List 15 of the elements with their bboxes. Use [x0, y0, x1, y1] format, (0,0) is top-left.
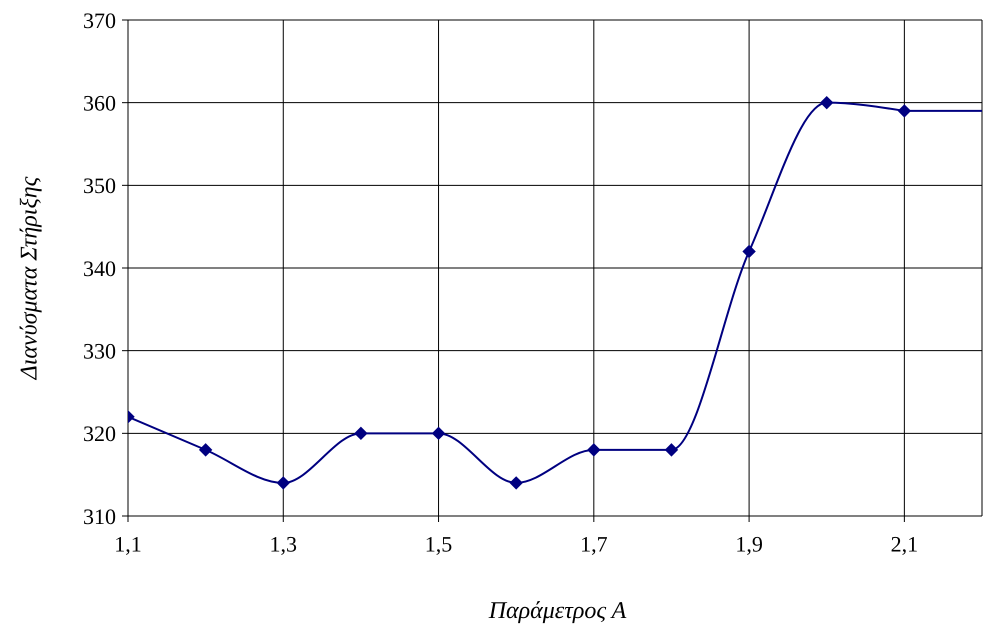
- x-tick-label: 1,3: [270, 532, 298, 557]
- x-tick-label: 1,7: [580, 532, 608, 557]
- y-tick-label: 360: [83, 90, 116, 116]
- y-tick-label: 320: [83, 421, 116, 446]
- y-tick-label: 370: [83, 8, 116, 33]
- x-tick-label: 1,5: [424, 532, 452, 557]
- y-tick-label: 340: [83, 256, 116, 281]
- y-tick-label: 310: [83, 504, 116, 529]
- x-axis-title: Παράμετρος Α: [488, 598, 628, 625]
- y-tick-label: 330: [83, 338, 116, 364]
- x-tick-label: 1,9: [735, 532, 763, 557]
- y-tick-label: 350: [83, 173, 116, 198]
- y-axis-title: Διανύσματα Στήριξης: [16, 176, 44, 380]
- x-tick-label: 1,1: [114, 532, 142, 557]
- x-tick-label: 2,1: [890, 532, 918, 557]
